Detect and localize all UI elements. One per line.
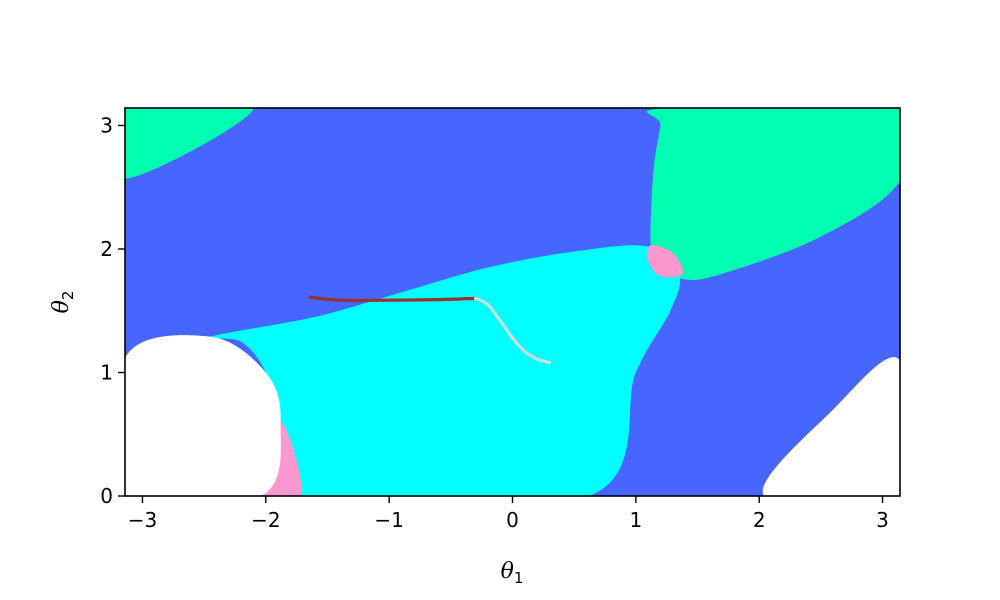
region-pink-center-top xyxy=(647,244,684,278)
x-tick-label: 1 xyxy=(629,508,642,532)
y-tick-label: 0 xyxy=(100,484,113,508)
x-tick-label: 0 xyxy=(506,508,519,532)
series-trajectory-light xyxy=(473,296,552,365)
y-axis-ticks: 0 1 2 3 xyxy=(100,113,125,508)
region-cyan-central xyxy=(207,245,681,496)
y-tick-label: 3 xyxy=(100,113,113,137)
region-green-top-right xyxy=(647,108,900,280)
region-green-top-left xyxy=(125,108,254,179)
x-tick-label: −1 xyxy=(374,508,403,532)
x-axis-ticks: −3 −2 −1 0 1 2 3 xyxy=(128,496,889,532)
y-axis-label: θ2 xyxy=(49,291,77,314)
x-tick-label: 2 xyxy=(753,508,766,532)
x-tick-label: 3 xyxy=(876,508,889,532)
x-axis-label: θ1 xyxy=(501,559,524,587)
plot-area xyxy=(124,107,901,497)
series-trajectory-dark xyxy=(308,295,478,303)
region-white-bottom-left xyxy=(125,335,281,496)
plot-regions xyxy=(125,108,900,496)
y-tick-label: 2 xyxy=(100,237,113,261)
x-tick-label: −2 xyxy=(251,508,280,532)
region-white-bottom-right xyxy=(762,357,900,496)
y-tick-label: 1 xyxy=(100,360,113,384)
x-tick-label: −3 xyxy=(128,508,157,532)
